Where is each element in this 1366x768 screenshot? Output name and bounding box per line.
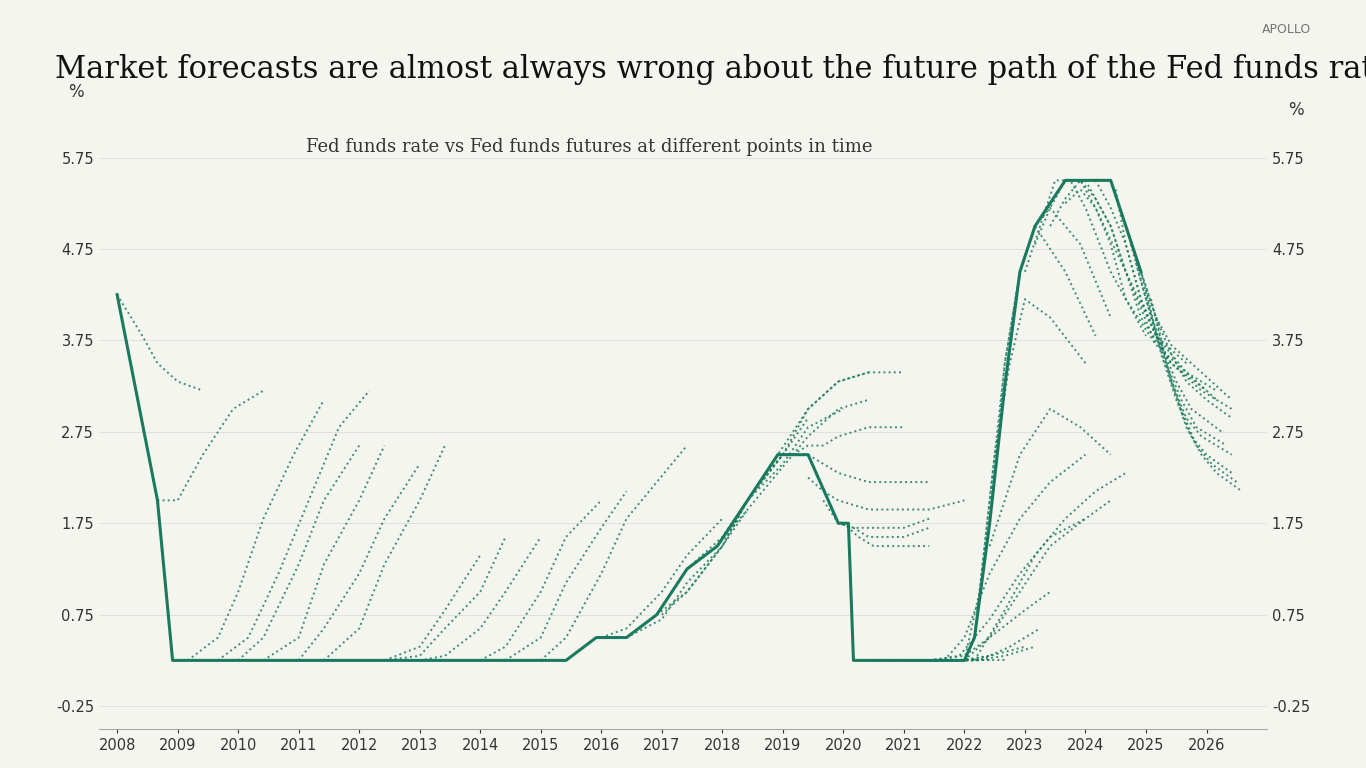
Y-axis label: %: % [1288,101,1305,119]
Y-axis label: %: % [68,83,83,101]
Text: Market forecasts are almost always wrong about the future path of the Fed funds : Market forecasts are almost always wrong… [55,54,1366,84]
Text: Fed funds rate vs Fed funds futures at different points in time: Fed funds rate vs Fed funds futures at d… [306,138,873,157]
Text: APOLLO: APOLLO [1262,23,1311,36]
